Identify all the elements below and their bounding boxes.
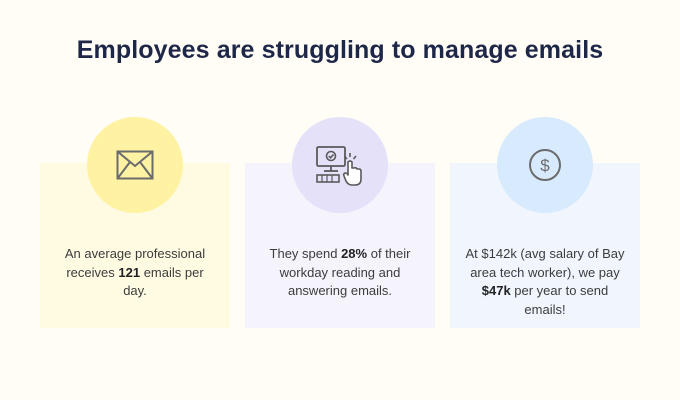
card-text: They spend 28% of their workday reading … (259, 245, 421, 301)
stat-card-cost: At $142k (avg salary of Bay area tech wo… (450, 163, 640, 328)
card-text-after: of their workday reading and answering e… (279, 246, 411, 298)
envelope-icon (116, 150, 154, 180)
page-title: Employees are struggling to manage email… (76, 36, 604, 64)
dollar-coin-icon: $ (529, 149, 561, 181)
svg-text:$: $ (540, 156, 550, 175)
card-text-after: emails per day. (123, 264, 204, 299)
card-text-after: per year to send emails! (510, 283, 609, 317)
card-text-before: At $142k (avg salary of Bay area tech wo… (465, 246, 625, 280)
card-text-before: They spend (269, 246, 342, 261)
card-text: At $142k (avg salary of Bay area tech wo… (464, 245, 626, 319)
card-text: An average professional receives 121 ema… (54, 245, 216, 301)
card-text-before: An average professional receives (64, 246, 206, 280)
envelope-icon-badge (87, 117, 183, 213)
card-highlight: 28% (341, 246, 368, 261)
dollar-coin-icon-badge: $ (497, 117, 593, 213)
card-highlight: $47k (481, 283, 511, 298)
card-highlight: 121 (118, 264, 141, 280)
computer-click-icon-badge (292, 117, 388, 213)
computer-click-icon (316, 146, 362, 186)
